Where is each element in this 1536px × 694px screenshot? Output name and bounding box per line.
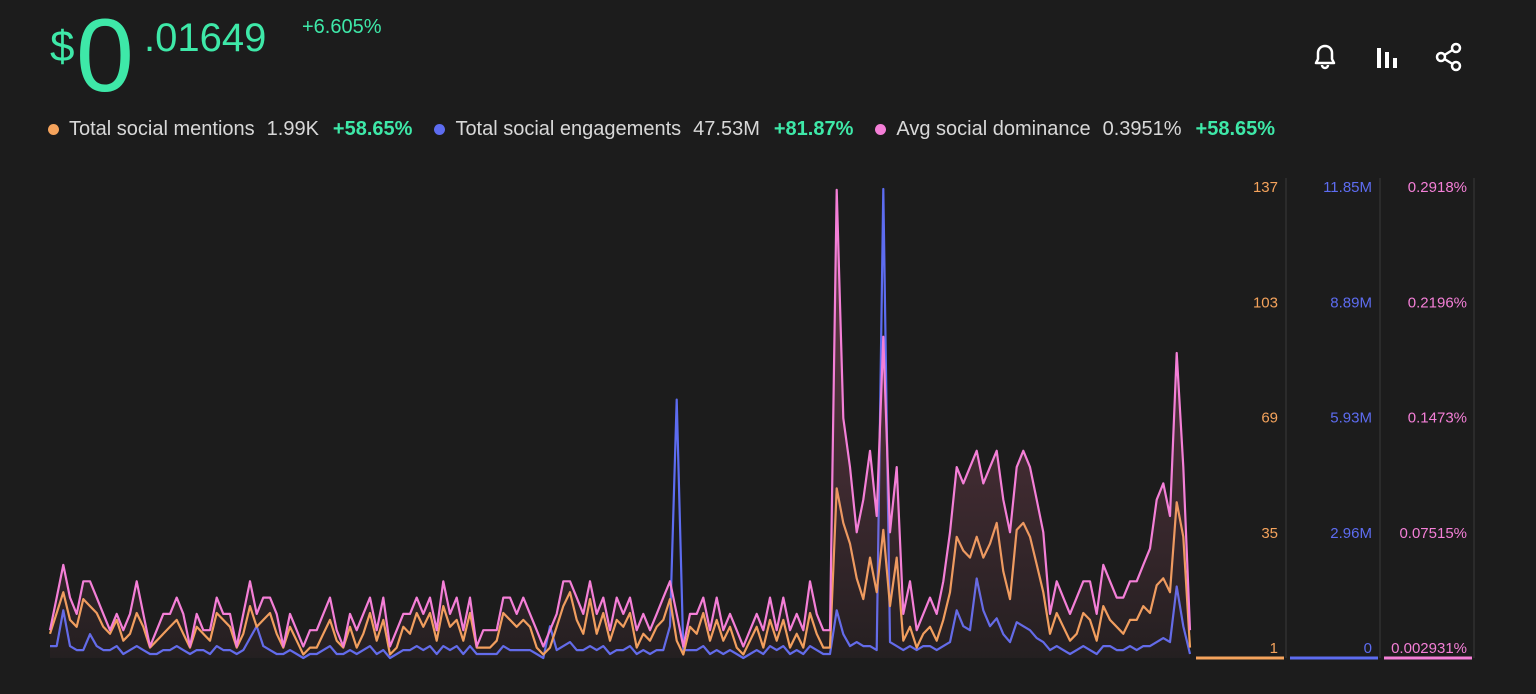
legend-change: +58.65% [1195, 118, 1276, 140]
axis-tick-label: 5.93M [1330, 410, 1372, 427]
legend-dot [48, 124, 59, 135]
price-currency: $ [50, 22, 75, 71]
legend-change: +81.87% [773, 118, 854, 140]
legend-label: Avg social dominance [896, 118, 1091, 140]
legend-item-engagements[interactable]: Total social engagements 47.53M +81.87% [434, 118, 853, 141]
axis-tick-label: 0.07515% [1399, 525, 1467, 542]
price-decimal: .01649 [144, 16, 267, 60]
series-area-dominance [50, 189, 1190, 658]
social-metrics-chart[interactable]: 137 103 69 35 1 11.85M 8.89M 5.93M 2.96M 0 0.2918%… [0, 170, 1536, 694]
axis-tick-label: 69 [1261, 410, 1278, 427]
legend-value: 0.3951% [1102, 118, 1182, 140]
legend-label: Total social mentions [69, 118, 255, 140]
axis-tick-label: 0.002931% [1391, 640, 1467, 657]
axis-tick-label: 8.89M [1330, 294, 1372, 311]
axis-tick-label: 0.1473% [1408, 410, 1467, 427]
legend-item-dominance[interactable]: Avg social dominance 0.3951% +58.65% [875, 118, 1275, 141]
axis-tick-label: 0.2196% [1408, 294, 1467, 311]
series-line-avg-social-dominance[interactable] [48, 188, 1192, 648]
legend-label: Total social engagements [455, 118, 682, 140]
axis-dividers [1285, 178, 1475, 658]
axis-tick-label: 2.96M [1330, 525, 1372, 542]
legend-dot [434, 124, 446, 135]
price-integer: 0 [76, 0, 134, 114]
bell-icon[interactable] [1308, 40, 1342, 74]
axis-tick-label: 0 [1364, 640, 1372, 657]
legend-change: +58.65% [332, 118, 413, 140]
axis-tick-label: 103 [1253, 294, 1278, 311]
axis-tick-label: 137 [1253, 179, 1278, 196]
chart-legend: Total social mentions 1.99K +58.65% Tota… [48, 118, 1275, 141]
axis-tick-label: 11.85M [1323, 179, 1372, 196]
series-layer [48, 187, 1192, 660]
axis-tick-label: 35 [1261, 525, 1278, 542]
legend-value: 1.99K [266, 118, 319, 140]
legend-item-mentions[interactable]: Total social mentions 1.99K +58.65% [48, 118, 412, 141]
legend-value: 47.53M [693, 118, 760, 140]
axis-tick-label: 1 [1270, 640, 1278, 657]
legend-dot [875, 124, 887, 135]
bar-chart-icon[interactable] [1370, 40, 1404, 74]
price-change: +6.605% [302, 16, 382, 38]
price-display: $ 0 .01649 +6.605% [50, 4, 450, 108]
axis-tick-label: 0.2918% [1408, 179, 1467, 196]
axis-labels: 137 103 69 35 1 11.85M 8.89M 5.93M 2.96M 0 0.2918%… [1253, 179, 1467, 657]
chart-actions [1308, 40, 1466, 74]
share-icon[interactable] [1432, 40, 1466, 74]
